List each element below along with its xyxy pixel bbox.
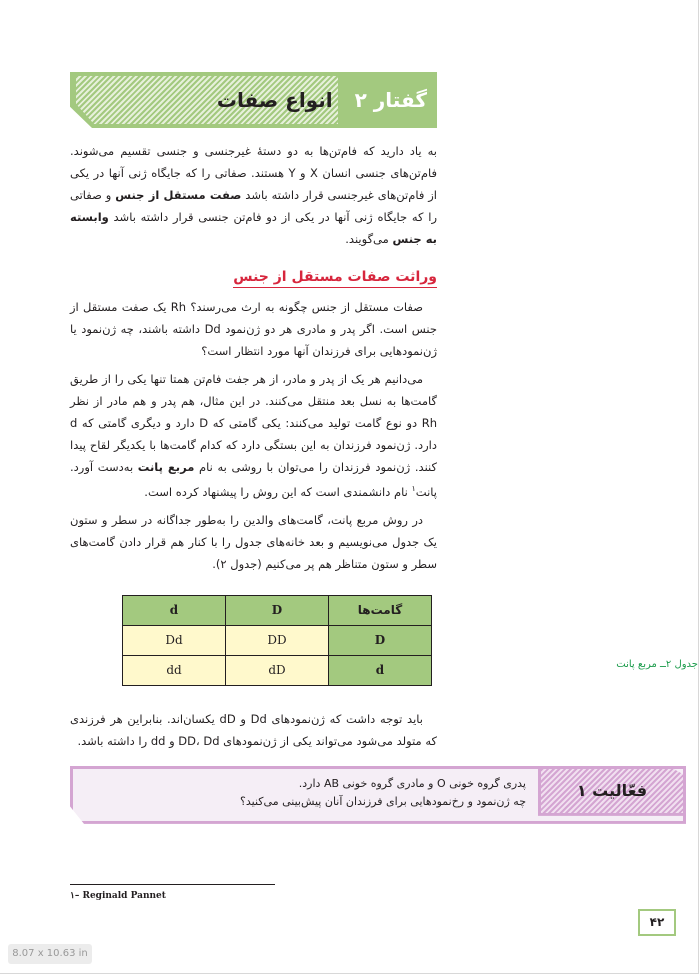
after-table-paragraph: باید توجه داشت که ژن‌نمودهای Dd و dD یکس… [70, 711, 437, 748]
chapter-banner: گفتار ۲ انواع صفات [70, 72, 437, 128]
intro-text: می‌گویند. [345, 232, 393, 246]
intro-text: و صفاتی را که جایگاه ژنی آنها در یکی از … [70, 188, 437, 224]
banner-hatch [76, 76, 338, 124]
activity-label-box: فعّالیت ۱ [538, 765, 686, 816]
p2-text: می‌دانیم هر یک از پدر و مادر، از هر جفت … [70, 372, 437, 474]
table-header-cell: d [122, 594, 226, 626]
paragraph-2: می‌دانیم هر یک از پدر و مادر، از هر جفت … [70, 368, 437, 503]
p2-text: به‌دست آورد. پانت [70, 460, 437, 499]
chapter-heading: گفتار ۲ انواع صفات [217, 72, 427, 128]
footnote: ۱– Reginald Pannet [70, 890, 166, 901]
table-caption: جدول ۲ــ مربع پانت [616, 658, 698, 670]
term-autosomal: صفت مستقل از جنس [115, 188, 242, 202]
footnote-divider [70, 883, 275, 885]
activity-label: فعّالیت ۱ [576, 781, 648, 801]
page-number: ۴۲ [638, 908, 676, 936]
paragraph-1: صفات مستقل از جنس چگونه به ارث می‌رسند؟ … [70, 300, 437, 358]
footnote-ref: ۱ [411, 484, 416, 493]
section-heading: وراثت صفات مستقل از جنس [233, 269, 437, 288]
table-cell: dd [122, 654, 226, 686]
intro-paragraph: به یاد دارید که فام‌تن‌ها به دو دستهٔ غی… [70, 140, 437, 250]
activity-text: پدری گروه خونی O و مادری گروه خونی AB دا… [73, 769, 538, 821]
activity-line: چه ژن‌نمود و رخ‌نمودهایی برای فرزندان آن… [240, 794, 526, 808]
term-sex-linked: وابسته به جنس [70, 210, 437, 246]
term-punnett-square: مربع پانت [137, 460, 195, 474]
table-row: Dd DD D [122, 624, 432, 656]
table-cell: DD [225, 624, 329, 656]
table-header-cell: گامت‌ها [328, 594, 432, 626]
chapter-number: گفتار ۲ [354, 88, 427, 112]
section-heading-wrap: وراثت صفات مستقل از جنس [70, 266, 437, 288]
table-row-header: D [328, 624, 432, 656]
table-cell: dD [225, 654, 329, 686]
table-header-cell: D [225, 594, 329, 626]
p2-text: نام دانشمندی است که این روش را پیشنهاد ک… [144, 484, 412, 499]
page-content: به یاد دارید که فام‌تن‌ها به دو دستهٔ غی… [8, 0, 698, 974]
activity-line: پدری گروه خونی O و مادری گروه خونی AB دا… [298, 776, 526, 790]
table-row: dd dD d [122, 654, 432, 686]
chapter-title: انواع صفات [216, 88, 333, 112]
page-size-badge: 8.07 x 10.63 in [8, 943, 92, 964]
activity-box: فعّالیت ۱ پدری گروه خونی O و مادری گروه … [70, 765, 686, 824]
punnett-square-table: d D گامت‌ها Dd DD D dd dD d [122, 594, 432, 686]
intro-text: به یاد دارید که فام‌تن‌ها به دو دستهٔ غی… [70, 144, 437, 202]
table-row-header: d [328, 654, 432, 686]
table-row: d D گامت‌ها [122, 594, 432, 626]
paragraph-3: در روش مربع پانت، گامت‌های والدین را به‌… [70, 512, 437, 571]
table-cell: Dd [122, 624, 226, 656]
table-block: d D گامت‌ها Dd DD D dd dD d جدول ۲ــ مرب… [70, 594, 698, 686]
